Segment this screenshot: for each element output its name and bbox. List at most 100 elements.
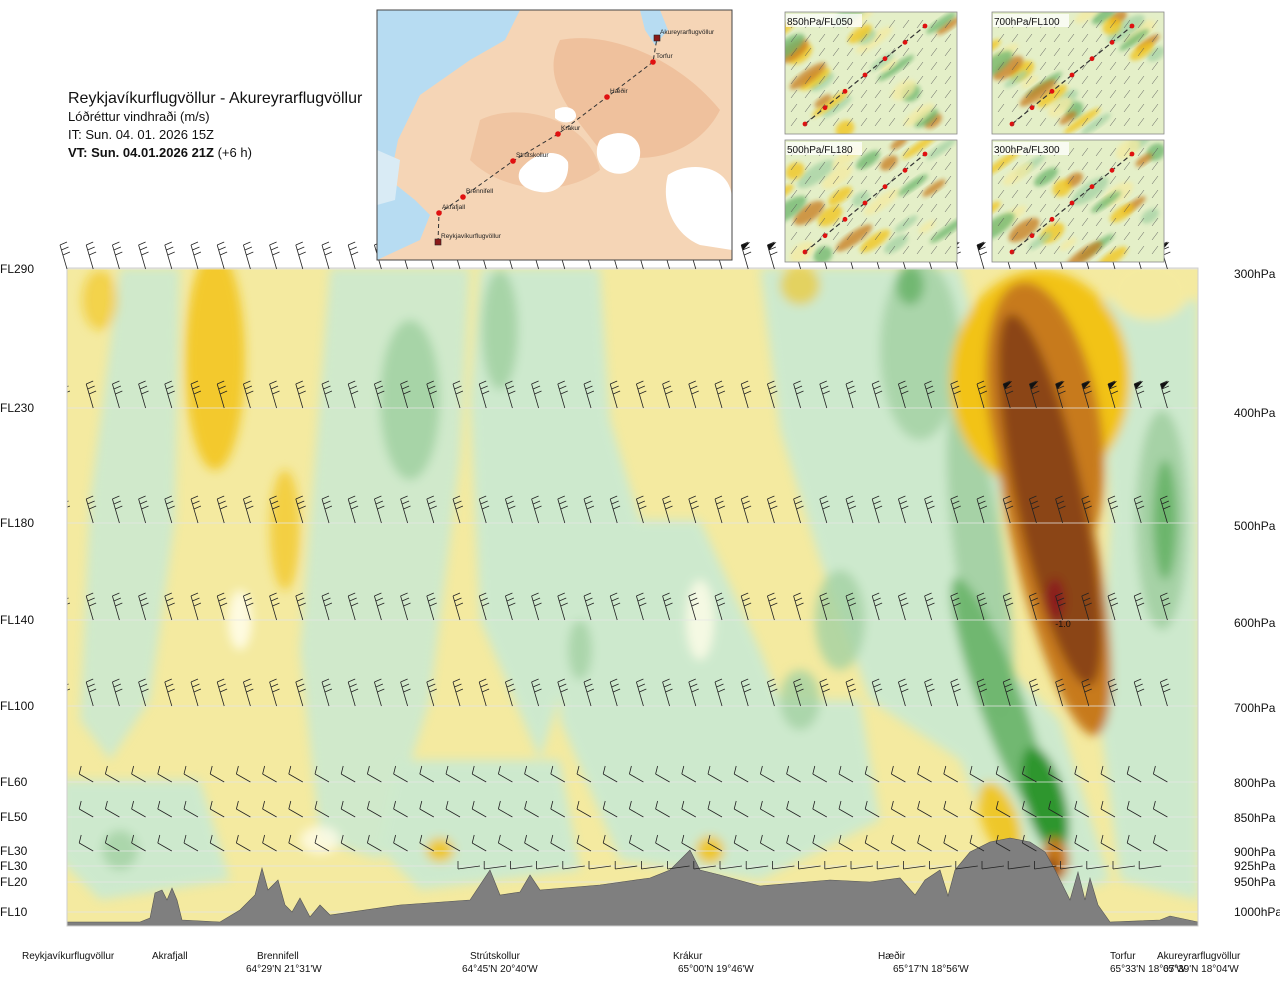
wind-barb-low [602,800,618,818]
wind-barb [898,592,909,621]
waypoint-marker [460,194,466,200]
wind-barb-low [917,765,932,783]
wind-barb [557,592,568,621]
wind-barb [871,592,883,621]
wind-barb [976,241,988,270]
wind-barb-low [655,800,670,818]
flight-level-label: FL290 [0,262,34,276]
wind-barb [374,678,385,707]
waypoint-marker [604,94,610,100]
contour-label: -1.0 [1055,619,1071,629]
chart-title-block: Reykjavíkurflugvöllur - Akureyrarflugvöl… [68,90,362,162]
wind-barb [138,592,149,621]
wind-barb [426,592,437,621]
wind-barb [950,495,961,524]
wind-barb [714,592,726,621]
wind-barb-low [367,765,382,783]
wind-barb [426,495,437,524]
wind-barb-surface [719,861,743,870]
wind-barb [164,678,175,707]
flight-level-label: FL230 [0,401,34,415]
wind-barb [662,495,673,524]
waypoint-marker [555,131,561,137]
location-coordinate: 64°29'N 21°31'W [246,964,322,975]
wind-barb-low [78,765,94,783]
wind-barb-low [340,765,356,783]
wind-barb-low [1153,834,1168,852]
wind-barb [609,495,621,524]
wind-barb-low [969,765,985,783]
wind-barb [216,241,228,270]
wind-barb [164,380,175,409]
wind-barb [583,678,595,707]
wind-barb [898,495,909,524]
wind-barb [662,380,673,409]
wind-barb-low [681,800,696,818]
wind-barb [924,592,935,621]
wind-barb-surface [929,861,952,870]
wind-barb [216,380,228,409]
wind-barb [1160,495,1171,524]
wind-barb [1029,495,1040,524]
flight-level-label: FL30 [0,844,28,858]
wind-barb-surface [798,861,821,870]
wind-barb-low [498,834,513,852]
wind-barb-low [131,765,146,783]
wind-barb [85,495,97,524]
flight-level-label: FL30 [0,859,28,873]
wind-barb [190,380,202,409]
wind-barb [478,380,490,409]
wind-barb-low [576,800,592,818]
wind-barb [1107,380,1119,409]
pressure-level-label: 500hPa [1234,519,1276,533]
wind-barb [243,495,254,524]
wind-barb [740,241,752,270]
level-insets: 850hPa/FL050 700hPa/FL100 500hPa/FL180 300h… [784,11,1165,263]
field-region [380,760,580,890]
wind-barb-low [445,765,461,783]
wind-barb-low [288,800,303,818]
wind-barb [767,592,778,621]
wind-barb [976,678,988,707]
wind-barb-low [340,800,356,818]
wind-barb [295,495,306,524]
wind-barb-low [1100,834,1116,852]
wind-barb [845,592,857,621]
wind-barb [374,592,385,621]
wind-barb-low [314,800,330,818]
wind-barb [583,380,595,409]
field-region [660,700,880,880]
field-region [896,268,924,305]
location-coordinate: 65°39'N 18°04'W [1163,964,1239,975]
wind-barb [138,495,149,524]
wind-barb [269,241,280,270]
wind-barb-surface [981,861,1005,870]
wind-barb-low [1074,800,1089,818]
wind-barb-low [471,765,487,783]
wind-barb-surface [693,861,716,870]
wind-barb-surface [457,861,481,870]
map-waypoint-label: Krákur [561,125,581,132]
wind-barb [85,241,97,270]
wind-barb-low [67,850,68,851]
pressure-level-label: 800hPa [1234,776,1276,790]
location-coordinate: 65°00'N 19°46'W [678,964,754,975]
issue-time: IT: Sun. 04. 01. 2026 15Z [68,127,214,142]
wind-barb-low [550,800,565,818]
wind-barb-low [236,834,251,852]
wind-barb [216,592,228,621]
wind-barb-surface [536,861,559,870]
field-region [998,314,1102,686]
wind-barb [1107,678,1119,707]
wind-barb-surface [483,861,507,870]
wind-barb [452,495,464,524]
wind-barb-low [236,800,251,818]
wind-barb-low [786,800,801,818]
wind-barb [243,380,254,409]
wind-barb [478,592,490,621]
wind-barb-surface [903,861,926,870]
location-label: Akureyrarflugvöllur [1157,951,1241,962]
wind-barb-low [602,834,618,852]
wind-barb [164,495,175,524]
wind-barb-surface [667,861,690,870]
